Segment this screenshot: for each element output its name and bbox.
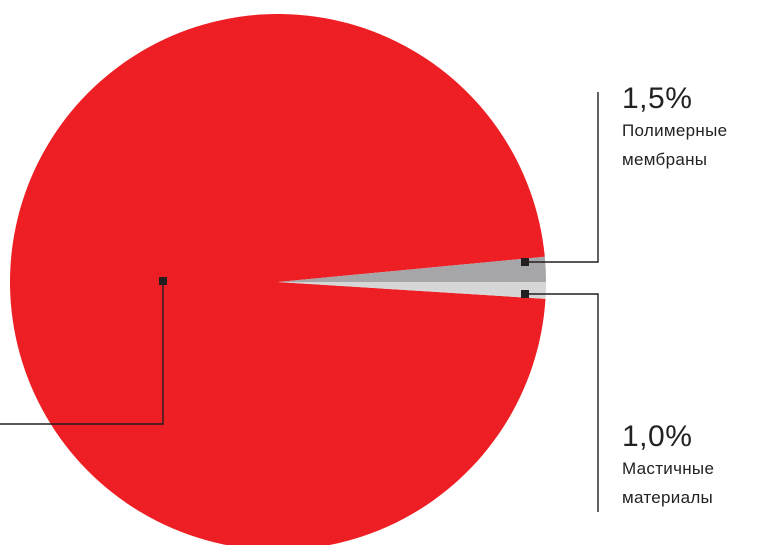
- mastics-name-line-1: Мастичные: [622, 459, 715, 478]
- membranes-name-line-2: мембраны: [622, 150, 708, 169]
- mastics-name-line-2: материалы: [622, 488, 714, 507]
- membranes-percent: 1,5%: [622, 82, 693, 115]
- membranes-label: 1,5% Полимерные мембраны: [622, 82, 727, 174]
- membranes-name-line-1: Полимерные: [622, 121, 728, 140]
- mastics-leader-line: [525, 293, 599, 512]
- mastics-percent: 1,0%: [622, 420, 693, 453]
- membranes-leader-line: [525, 92, 599, 263]
- membranes-marker: [521, 258, 529, 266]
- membranes-slice: [278, 256, 546, 282]
- leader-lines: [0, 92, 599, 512]
- main-marker: [159, 277, 167, 285]
- main-leader-line: [0, 281, 164, 425]
- mastics-marker: [521, 290, 529, 298]
- mastics-slice: [278, 282, 546, 299]
- main-slice: [10, 14, 546, 545]
- pie-slices: [10, 14, 546, 545]
- mastics-label: 1,0% Мастичные материалы: [622, 420, 714, 512]
